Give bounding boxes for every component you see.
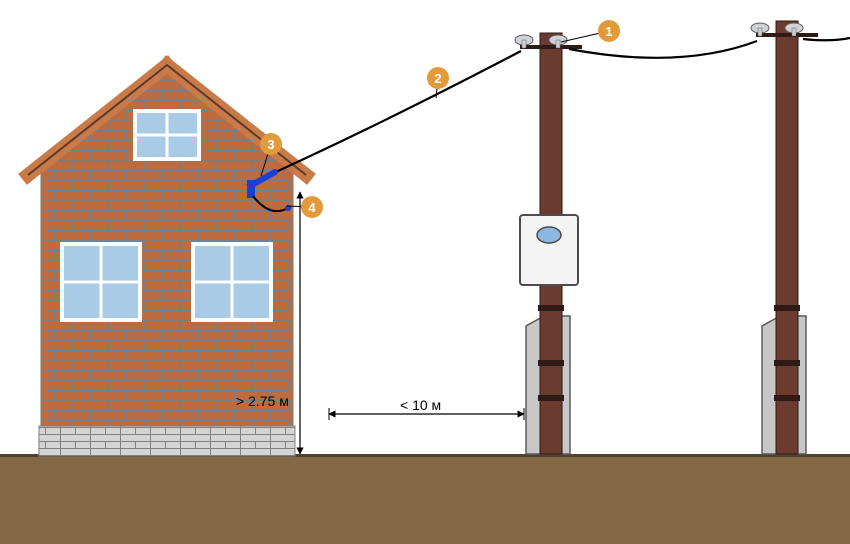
marker-4-label: 4 (308, 200, 315, 215)
marker-2: 2 (427, 67, 449, 89)
diagram-canvas (0, 0, 850, 544)
marker-3: 3 (260, 133, 282, 155)
utility-pole (776, 21, 798, 454)
power-wire (569, 41, 757, 58)
marker-3-label: 3 (267, 137, 274, 152)
marker-2-label: 2 (434, 71, 441, 86)
marker-4: 4 (301, 196, 323, 218)
marker-1: 1 (598, 20, 620, 42)
meter-window (537, 227, 561, 243)
dim-vertical-label: > 2.75 м (236, 393, 289, 409)
meter-box (520, 215, 578, 285)
power-wire (803, 38, 850, 40)
ground (0, 454, 850, 544)
house-foundation (39, 426, 295, 456)
dim-horizontal-label: < 10 м (400, 397, 441, 413)
marker-1-label: 1 (605, 24, 612, 39)
